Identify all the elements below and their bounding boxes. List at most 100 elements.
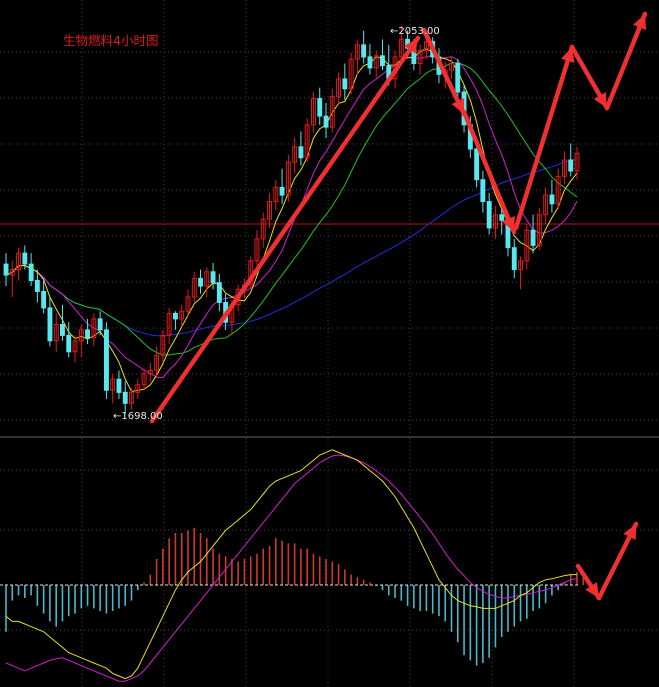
candle-body-81: [511, 247, 517, 271]
candle-body-10: [66, 334, 72, 353]
candle-body-21: [135, 384, 141, 393]
candle-body-83: [524, 229, 530, 262]
candle-body-48: [304, 124, 310, 159]
candle-body-15: [97, 318, 103, 331]
ma-slow-line: [5, 62, 578, 356]
candle-body-2: [16, 252, 22, 271]
trend-arrow-rebound: [513, 44, 575, 231]
candle-body-76: [480, 179, 486, 203]
candle-body-56: [354, 44, 360, 60]
candle-body-71: [449, 63, 455, 71]
candle-body-7: [47, 307, 53, 342]
high-price-value: 2053.00: [398, 26, 440, 37]
candle-body-44: [279, 186, 285, 196]
ma-fast-line: [5, 48, 578, 393]
trend-arrow-pullback-head: [593, 92, 607, 108]
candle-body-49: [311, 98, 316, 126]
candle-body-82: [518, 260, 523, 271]
candle-body-55: [348, 58, 354, 90]
candle-body-60: [380, 55, 385, 67]
low-price-label: ←1698.00: [113, 411, 163, 422]
candle-body-17: [110, 378, 116, 391]
candle-body-4: [28, 263, 34, 282]
candle-body-59: [373, 55, 379, 69]
candle-body-51: [323, 115, 329, 128]
candle-body-46: [292, 146, 298, 163]
candle-body-91: [574, 152, 580, 172]
candle-body-13: [85, 329, 90, 339]
candle-body-11: [72, 340, 78, 353]
candle-body-16: [104, 329, 109, 391]
candle-body-40: [254, 238, 260, 262]
candle-body-43: [273, 186, 279, 203]
trend-arrow-target-head: [633, 14, 647, 30]
macd-arrow-down-head: [585, 582, 599, 598]
candle-body-58: [367, 56, 373, 69]
trend-arrow-rise-head: [404, 38, 418, 54]
trend-arrow-rise: [149, 35, 421, 424]
trend-arrow-rebound-head: [561, 47, 575, 63]
candle-body-54: [342, 78, 348, 90]
candle-body-45: [285, 161, 291, 196]
candle-body-42: [267, 201, 273, 220]
candle-body-1: [9, 269, 15, 276]
candle-body-29: [185, 296, 191, 312]
candle-body-47: [298, 146, 304, 159]
candle-body-89: [562, 159, 567, 177]
candle-body-75: [474, 148, 480, 181]
trend-arrow-drop-1: [421, 27, 467, 117]
candle-body-14: [91, 318, 97, 338]
candle-body-6: [41, 291, 47, 309]
trend-arrow-drop-1-head: [451, 98, 465, 114]
candle-body-22: [141, 373, 147, 386]
candle-body-63: [398, 38, 404, 58]
trend-arrow-target: [604, 11, 648, 111]
candle-body-85: [536, 214, 542, 247]
candle-body-84: [530, 229, 536, 246]
macd-arrow-up-head: [623, 524, 636, 540]
candle-body-32: [204, 271, 210, 287]
candle-body-33: [210, 271, 216, 284]
candle-body-9: [60, 323, 65, 336]
candle-body-53: [336, 78, 342, 97]
candle-body-12: [78, 329, 84, 342]
candle-body-72: [455, 63, 461, 93]
candle-body-26: [166, 312, 172, 336]
macd-dea-line: [5, 454, 578, 682]
candle-body-78: [493, 214, 498, 229]
candle-body-25: [160, 334, 166, 356]
candle-body-18: [116, 378, 122, 393]
candle-body-88: [555, 175, 561, 205]
candle-body-34: [216, 282, 222, 303]
candle-body-23: [147, 369, 153, 375]
candle-body-0: [3, 263, 9, 276]
chart-title: 生物燃料4小时图: [63, 33, 159, 48]
candle-body-57: [361, 44, 367, 58]
candle-body-24: [154, 354, 160, 371]
macd-dif-line: [5, 449, 577, 680]
candle-body-87: [549, 194, 555, 205]
high-price-label: ←2053.00: [390, 26, 440, 37]
candle-body-30: [191, 277, 197, 298]
candle-body-5: [34, 280, 40, 292]
low-price-value: 1698.00: [121, 411, 163, 422]
candle-body-3: [22, 252, 28, 265]
trend-arrow-drop-2: [461, 109, 517, 235]
candle-body-31: [198, 277, 204, 287]
candle-body-52: [329, 95, 335, 128]
candle-body-41: [260, 218, 266, 240]
candle-body-79: [499, 214, 505, 221]
candle-body-27: [173, 312, 178, 320]
trend-arrow-drop-2-head: [502, 216, 515, 232]
candle-body-86: [543, 194, 549, 216]
candle-body-28: [179, 310, 185, 320]
candle-body-19: [122, 391, 128, 404]
candle-body-90: [568, 159, 574, 172]
candle-body-8: [53, 323, 59, 342]
candle-body-77: [486, 201, 492, 229]
candle-body-67: [424, 41, 429, 51]
candle-body-20: [129, 391, 134, 404]
candle-body-66: [417, 49, 423, 65]
